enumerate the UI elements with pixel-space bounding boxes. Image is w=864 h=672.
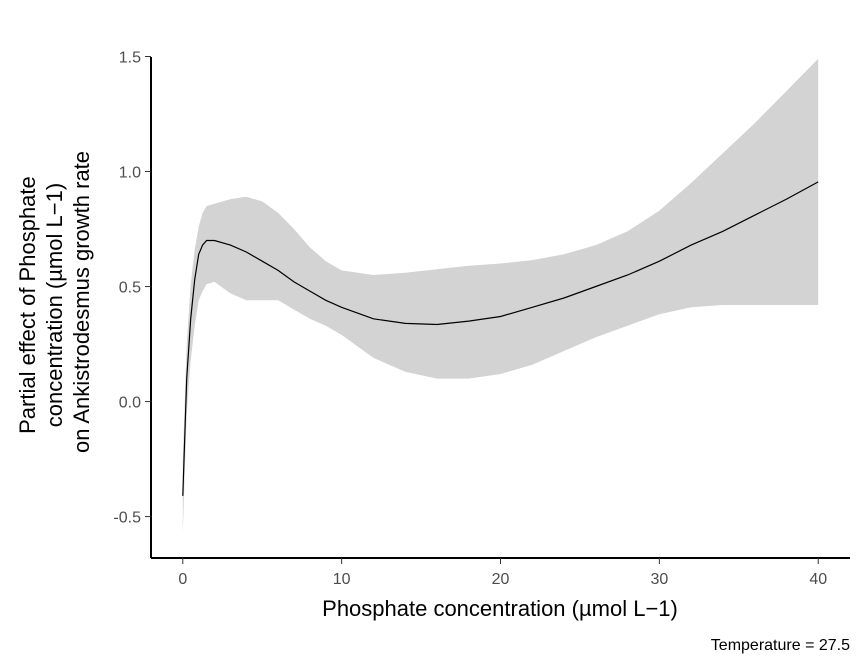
y-axis-title-line-2: concentration (µmol L−1): [42, 183, 67, 427]
plot-area: [182, 58, 819, 533]
y-tick-label: 0.5: [119, 280, 141, 297]
x-tick-label: 20: [492, 571, 510, 588]
y-axis-title-line-3: on Ankistrodesmus growth rate: [69, 151, 94, 453]
y-axis-ticks: -0.5 0.0 0.5 1.0 1.5: [113, 50, 151, 527]
y-tick-label: 0.0: [119, 395, 141, 412]
x-axis-ticks: 0 10 20 30 40: [178, 558, 827, 588]
x-tick-label: 10: [333, 571, 351, 588]
y-tick-label: 1.0: [119, 165, 141, 182]
y-axis-title-line-1: Partial effect of Phosphate: [15, 176, 40, 434]
x-tick-label: 40: [809, 571, 827, 588]
y-axis-title: Partial effect of Phosphate concentratio…: [15, 151, 94, 453]
caption-temperature: Temperature = 27.5: [711, 637, 850, 654]
x-axis-title: Phosphate concentration (µmol L−1): [322, 596, 678, 621]
confidence-band: [182, 58, 819, 533]
x-tick-label: 30: [650, 571, 668, 588]
fitted-line: [182, 181, 819, 496]
x-tick-label: 0: [178, 571, 187, 588]
y-tick-label: 1.5: [119, 50, 141, 67]
y-tick-label: -0.5: [113, 510, 141, 527]
